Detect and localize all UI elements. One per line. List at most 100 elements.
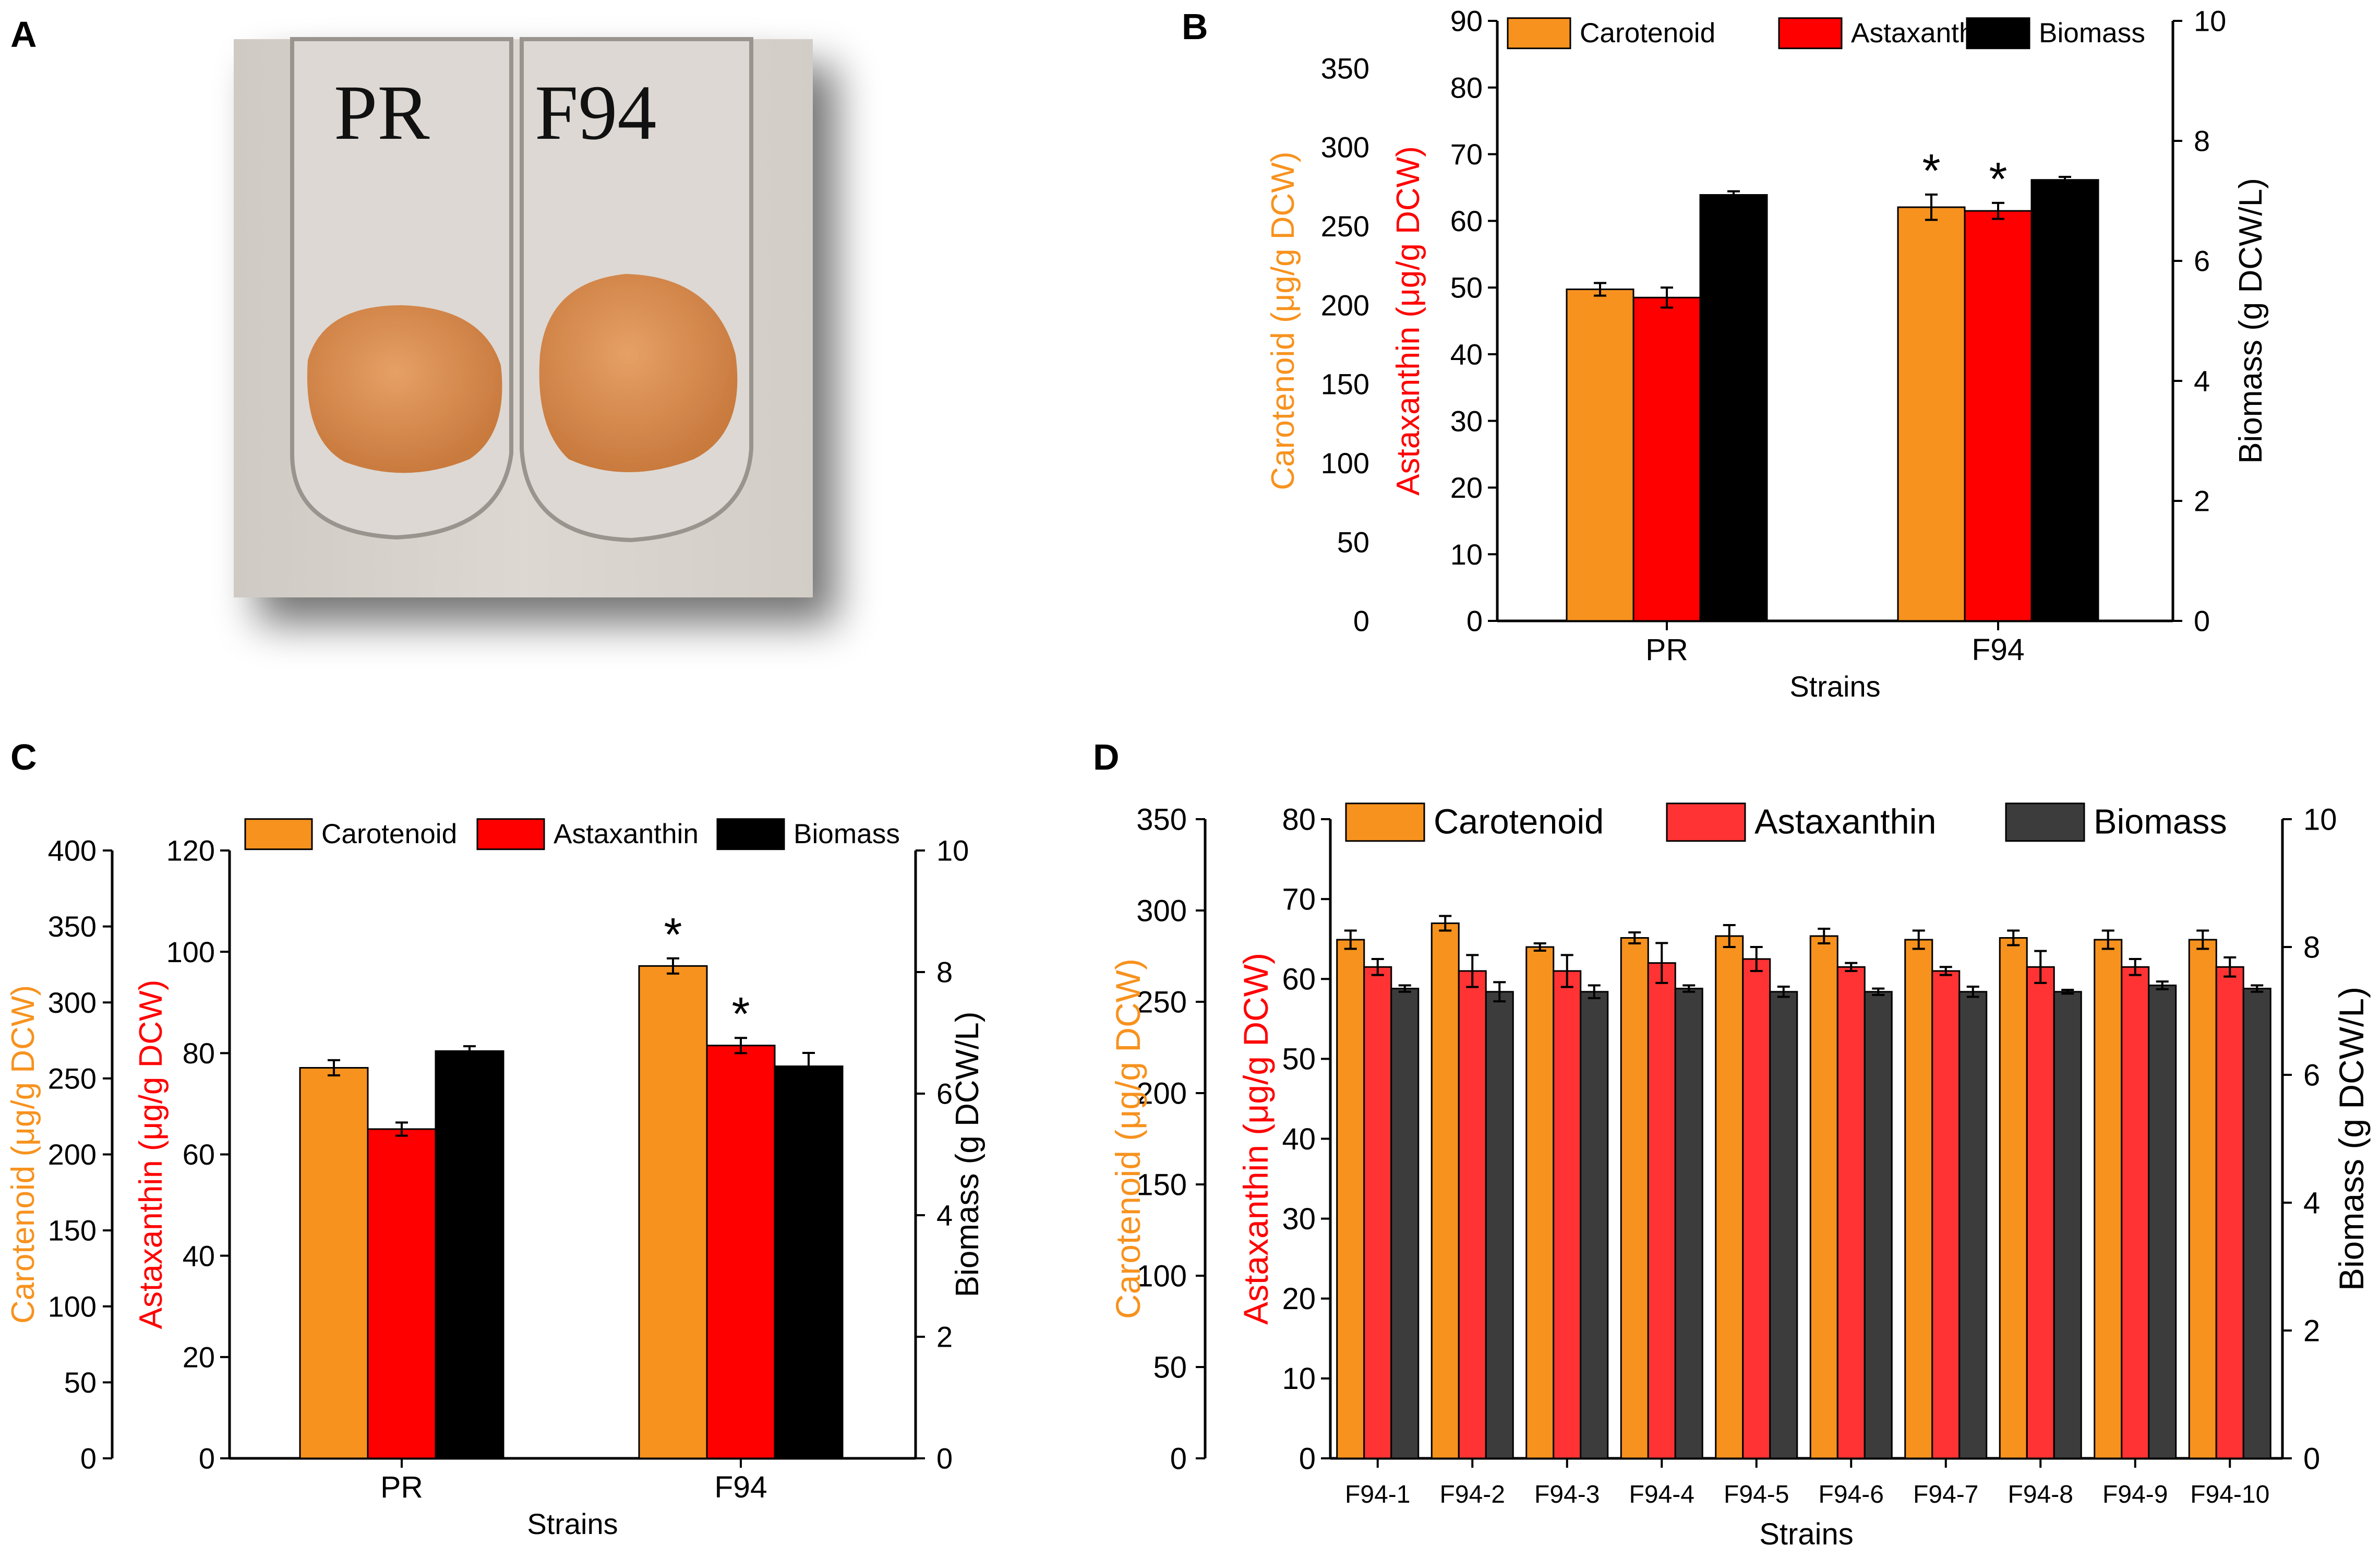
chart-d-carotenoid-tick-label: 0 (1170, 1442, 1187, 1476)
chart-d-bar-astaxanthin (1836, 966, 1866, 1459)
chart-b-carotenoid-axis-title: Carotenoid (μg/g DCW) (1265, 151, 1301, 490)
chart-b-carotenoid-tick-label: 150 (1321, 368, 1369, 401)
chart-b-astaxanthin-axis-title: Astaxanthin (μg/g DCW) (1390, 146, 1426, 496)
chart-d-bar-carotenoid (1999, 937, 2028, 1459)
chart-d-legend-label-carotenoid: Carotenoid (1434, 802, 1604, 841)
chart-c-error-bar (328, 1059, 340, 1077)
chart-d-biomass-tick-label: 0 (2303, 1442, 2320, 1476)
chart-d-category-label: F94-5 (1724, 1481, 1789, 1508)
chart-b-legend-label-biomass: Biomass (2039, 18, 2145, 49)
chart-c-x-axis-title: Strains (527, 1507, 618, 1540)
chart-d-bar-biomass (1674, 988, 1703, 1459)
chart-c-astaxanthin-tick-label: 40 (183, 1239, 215, 1272)
chart-d-error-bar (2156, 980, 2169, 990)
chart-b-astaxanthin-tick-label: 30 (1450, 404, 1483, 437)
chart-b-astaxanthin-tick-label: 90 (1450, 5, 1483, 38)
chart-d-error-bar (1750, 946, 1763, 972)
chart-b-astaxanthin-tick-label: 20 (1450, 471, 1483, 504)
chart-d-error-bar (1872, 987, 1885, 996)
chart-b-bar-biomass (2030, 179, 2099, 622)
chart-d-astaxanthin-tick-label: 80 (1282, 802, 1316, 836)
chart-d-error-bar (1966, 985, 1979, 998)
chart-b-error-bar (1992, 201, 2004, 220)
chart-d-error-bar (2196, 929, 2209, 950)
chart-c-biomass-tick-label: 2 (936, 1321, 953, 1353)
panel-label-d: D (1093, 737, 1120, 777)
chart-d-category-label: F94-8 (2008, 1481, 2073, 1508)
chart-b-category-label: PR (1645, 633, 1688, 667)
chart-d-error-bar (1912, 929, 1925, 950)
chart-b-biomass-axis-title: Biomass (g DCW/L) (2233, 178, 2269, 464)
chart-b-biomass-tick-label: 4 (2194, 365, 2210, 398)
chart-b-legend-swatch-biomass (1966, 17, 2030, 50)
chart-c-error-bar (463, 1045, 476, 1057)
chart-d-legend-swatch-astaxanthin (1666, 802, 1746, 842)
chart-d-bar-carotenoid (1715, 935, 1744, 1459)
chart-d-category-label: F94-10 (2190, 1481, 2269, 1508)
chart-d-carotenoid-tick-label: 150 (1136, 1168, 1187, 1202)
chart-c-error-bar (802, 1051, 815, 1081)
chart-d-category-label: F94-9 (2102, 1481, 2168, 1508)
chart-d-error-bar (1818, 928, 1831, 944)
chart-b-biomass-tick-label: 8 (2194, 125, 2210, 158)
chart-b-bar-astaxanthin (1964, 210, 2033, 622)
chart-d-legend-swatch-biomass (2005, 802, 2085, 842)
chart-d-error-bar (2061, 989, 2074, 995)
chart-b-error-bar (2059, 176, 2071, 184)
chart-b-carotenoid-tick-label: 300 (1321, 131, 1369, 164)
chart-d-error-bar (2251, 984, 2264, 993)
chart-c-legend-label-carotenoid: Carotenoid (321, 819, 457, 849)
chart-d-bar-biomass (1864, 991, 1893, 1459)
chart-c-astaxanthin-tick-label: 0 (199, 1442, 215, 1475)
chart-b-legend-swatch-astaxanthin (1778, 17, 1843, 50)
chart-d-bar-astaxanthin (1553, 970, 1582, 1459)
chart-c-bar-carotenoid (638, 965, 708, 1459)
chart-d-category-label: F94-7 (1913, 1481, 1978, 1508)
pellet-pr (307, 305, 502, 473)
chart-c-carotenoid-tick-label: 0 (80, 1442, 97, 1475)
chart-d-error-bar (1439, 915, 1452, 932)
chart-c-bar-carotenoid (299, 1066, 369, 1459)
chart-c-astaxanthin-tick-label: 80 (183, 1037, 215, 1070)
chart-b-astaxanthin-tick-label: 70 (1450, 138, 1483, 171)
chart-d-error-bar (1682, 984, 1696, 993)
chart-c-error-bar (395, 1121, 408, 1137)
chart-b-error-bar (1594, 282, 1606, 297)
chart-c-astaxanthin-tick-label: 120 (166, 834, 215, 867)
chart-c-error-bar (667, 957, 679, 975)
chart-d-astaxanthin-tick-label: 70 (1282, 882, 1316, 916)
chart-d-biomass-tick-label: 8 (2303, 930, 2320, 964)
chart-c-astaxanthin-tick-label: 20 (183, 1340, 215, 1373)
chart-d-bar-biomass (2053, 991, 2082, 1459)
chart-d-bar-astaxanthin (1742, 958, 1771, 1459)
chart-d-biomass-tick-label: 6 (2303, 1058, 2320, 1092)
chart-d-error-bar (1939, 966, 1952, 976)
chart-c-bar-astaxanthin (706, 1045, 776, 1459)
chart-c-carotenoid-tick-label: 150 (48, 1214, 97, 1247)
chart-d-bar-biomass (1769, 991, 1798, 1459)
chart-b-carotenoid-tick-label: 350 (1321, 52, 1369, 85)
tube-label-pr: PR (334, 69, 430, 156)
chart-b-significance-marker: * (1989, 153, 2007, 206)
chart-c-category-label: F94 (714, 1470, 767, 1504)
chart-b-astaxanthin-tick-label: 0 (1467, 605, 1483, 638)
chart-d-bar-biomass (2148, 985, 2177, 1459)
chart-c-bar-biomass (435, 1050, 504, 1459)
chart-d-bar-astaxanthin (1363, 966, 1392, 1459)
chart-d-error-bar (1628, 931, 1641, 944)
chart-b-error-bar (1661, 286, 1673, 309)
chart-b-astaxanthin-tick-label: 40 (1450, 338, 1483, 370)
chart-c-category-label: PR (380, 1470, 423, 1504)
chart-d-error-bar (2007, 929, 2020, 946)
chart-b-error-bar (1925, 193, 1938, 221)
panel-a-photo (234, 37, 813, 597)
chart-d-biomass-axis-title: Biomass (g DCW/L) (2332, 987, 2371, 1291)
chart-b-astaxanthin-tick-label: 50 (1450, 271, 1483, 304)
chart-c-carotenoid-tick-label: 400 (48, 834, 97, 867)
chart-b-bar-carotenoid (1897, 206, 1966, 622)
chart-d-astaxanthin-tick-label: 10 (1282, 1362, 1316, 1396)
chart-d-error-bar (1560, 954, 1573, 988)
chart-b-biomass-tick-label: 10 (2194, 5, 2226, 38)
chart-d-carotenoid-tick-label: 100 (1136, 1259, 1187, 1293)
chart-b-bar-astaxanthin (1632, 296, 1701, 622)
